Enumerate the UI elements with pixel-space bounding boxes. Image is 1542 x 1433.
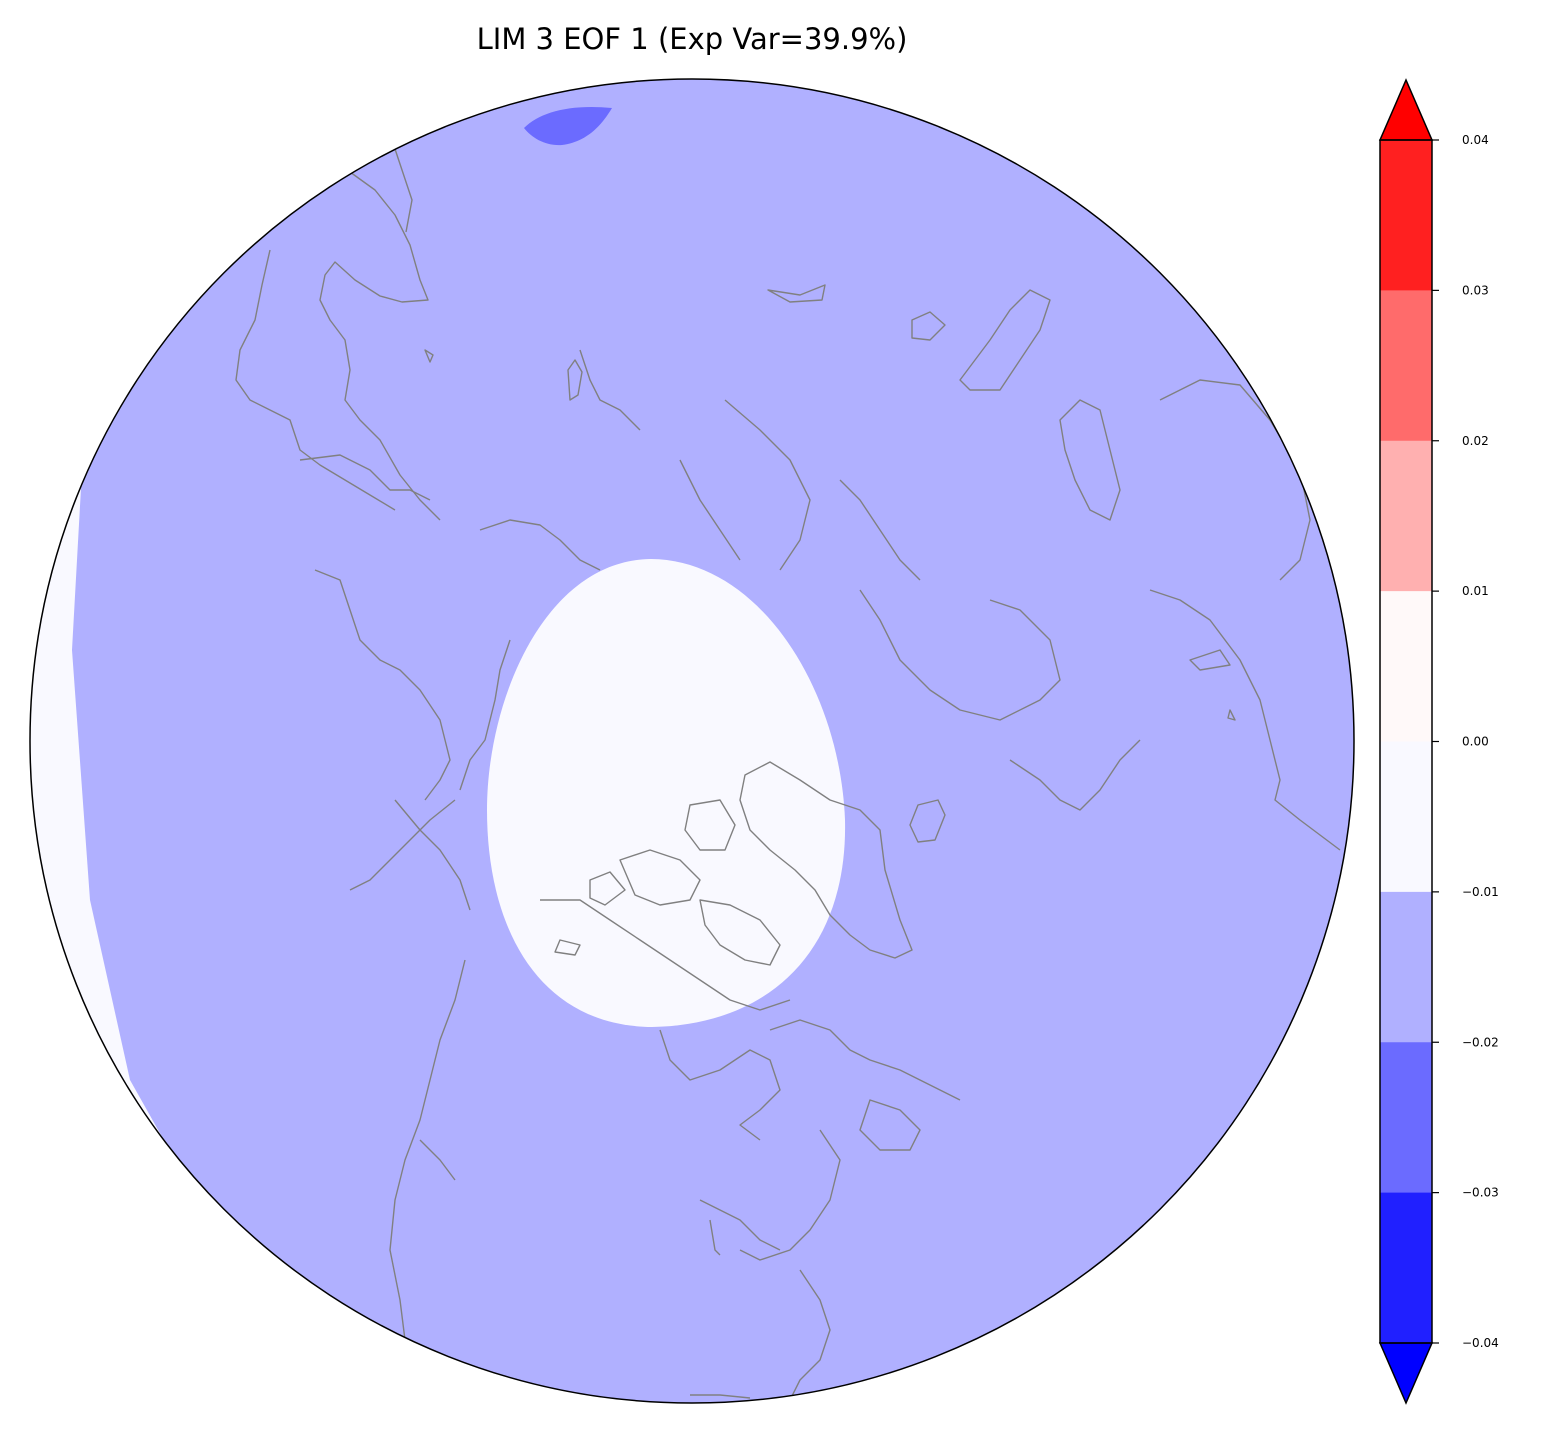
colorbar-bin-0: [1380, 140, 1432, 291]
coastlines: [235, 99, 1341, 1401]
colorbar-tick-label: 0.04: [1462, 133, 1489, 147]
colorbar-tick-label: −0.04: [1462, 1336, 1499, 1350]
colorbar-tick-label: 0.03: [1462, 283, 1489, 297]
colorbar-extend-min: [1378, 1342, 1434, 1405]
colorbar: 0.04 0.03 0.02 0.01 0.00 −0.01 −0.02 −0.03 −0.04: [1378, 78, 1499, 1405]
field-strong-negative-patch: [524, 106, 612, 146]
map-boundary: [29, 78, 1355, 1404]
colorbar-bin-5: [1380, 891, 1432, 1043]
map-title: LIM 3 EOF 1 (Exp Var=39.9%): [476, 22, 908, 56]
colorbar-bin-7: [1380, 1192, 1432, 1344]
colorbar-extend-max: [1378, 78, 1434, 141]
colorbar-tick-label: −0.01: [1462, 885, 1499, 899]
colorbar-tick-label: 0.01: [1462, 584, 1489, 598]
field-near-zero-center: [487, 559, 846, 1027]
colorbar-bin-4: [1380, 741, 1432, 893]
colorbar-tick-label: 0.02: [1462, 434, 1489, 448]
colorbar-bin-2: [1380, 440, 1432, 592]
colorbar-bin-3: [1380, 591, 1432, 742]
colorbar-bin-6: [1380, 1042, 1432, 1194]
colorbar-tick-label: 0.00: [1462, 735, 1489, 749]
colorbar-bin-1: [1380, 290, 1432, 442]
colorbar-tick-label: −0.03: [1462, 1186, 1499, 1200]
colorbar-tick-label: −0.02: [1462, 1035, 1499, 1049]
